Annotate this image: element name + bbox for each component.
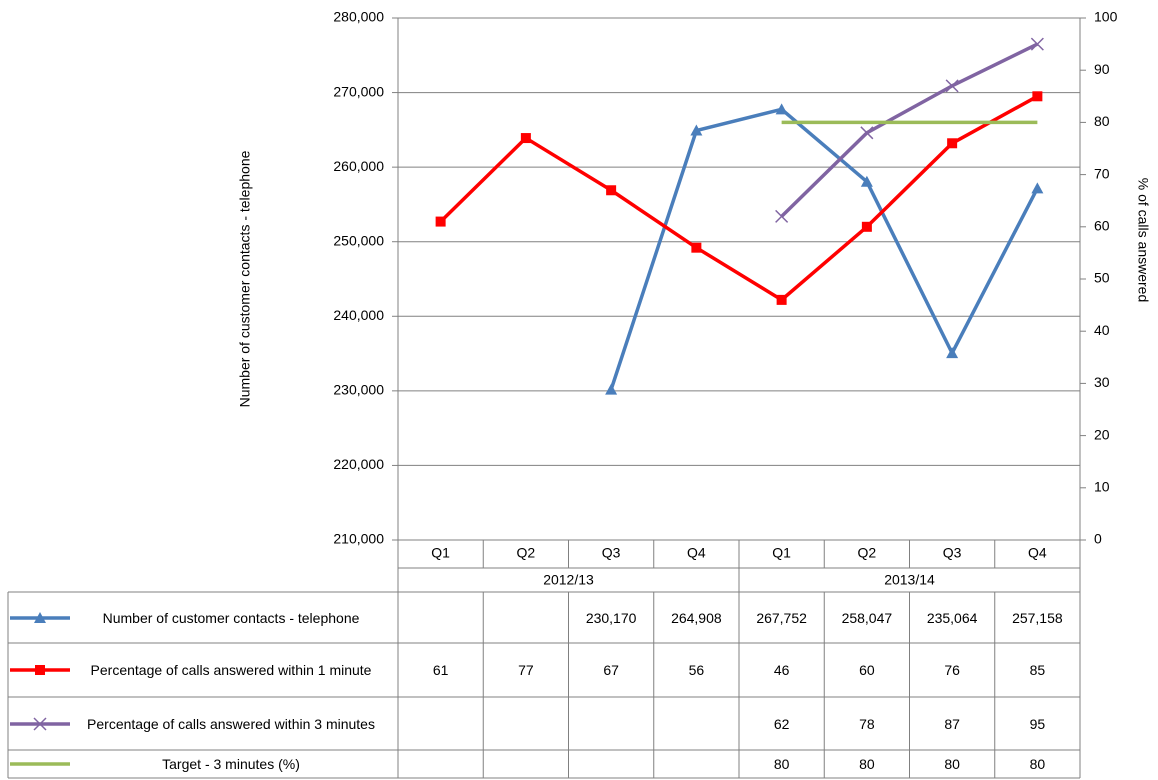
y-tick-label: 260,000 <box>333 158 384 174</box>
marker <box>605 383 618 395</box>
marker <box>775 103 788 115</box>
table-value: 56 <box>688 662 705 678</box>
marker <box>861 221 872 232</box>
marker <box>860 175 873 187</box>
table-value: 87 <box>944 715 960 732</box>
table-value: 235,064 <box>926 609 978 626</box>
table-value: 257,158 <box>1012 609 1063 626</box>
marker <box>775 209 789 223</box>
table-value: 76 <box>944 662 960 678</box>
x-tick-label: Q2 <box>517 545 536 561</box>
marker <box>947 138 958 149</box>
table-value: 230,170 <box>585 609 637 626</box>
legend-entry: Percentage of calls answered within 1 mi… <box>10 643 392 697</box>
table-value: 80 <box>944 756 960 772</box>
x-tick-label: Q1 <box>772 545 791 561</box>
legend-key <box>10 716 70 731</box>
x-tick-label: Q4 <box>1028 545 1047 561</box>
table-value: 61 <box>432 662 449 678</box>
x-tick-label: Q3 <box>943 545 962 561</box>
marker <box>945 79 959 93</box>
legend-key <box>10 665 70 675</box>
legend-label: Percentage of calls answered within 3 mi… <box>87 715 375 732</box>
y-tick-label: 220,000 <box>333 456 384 472</box>
y-tick-label: 280,000 <box>333 9 384 25</box>
legend-key <box>10 762 70 766</box>
table-value: 60 <box>859 662 875 678</box>
table-value: 95 <box>1029 715 1046 732</box>
table-value: 80 <box>1029 756 1046 772</box>
marker <box>606 185 617 196</box>
legend-label: Target - 3 minutes (%) <box>162 756 300 772</box>
table-value: 258,047 <box>841 609 893 626</box>
table-value: 77 <box>518 662 534 678</box>
marker <box>690 124 703 136</box>
y-tick-label: 250,000 <box>333 232 384 248</box>
y-tick-label: 230,000 <box>333 382 384 398</box>
series-line <box>609 107 1039 391</box>
marker <box>1032 91 1043 102</box>
x-tick-label: Q2 <box>858 545 877 561</box>
marker <box>35 665 45 675</box>
x-tick-label: Q4 <box>687 545 706 561</box>
y-tick-label: 210,000 <box>333 531 384 547</box>
y2-tick-label: 70 <box>1094 165 1110 181</box>
legend-label: Number of customer contacts - telephone <box>102 609 360 626</box>
y2-tick-label: 90 <box>1094 61 1110 77</box>
y2-tick-label: 30 <box>1094 374 1110 390</box>
marker <box>33 716 47 731</box>
table-value: 67 <box>603 662 619 678</box>
y-axis-title: Number of customer contacts - telephone <box>237 150 253 407</box>
group-label: 2013/14 <box>884 572 935 588</box>
marker <box>776 294 787 305</box>
table-value: 62 <box>773 715 790 732</box>
y2-tick-label: 40 <box>1094 322 1110 338</box>
marker <box>1030 37 1044 51</box>
y-tick-label: 270,000 <box>333 83 384 99</box>
y-tick-label: 240,000 <box>333 307 384 323</box>
y2-tick-label: 50 <box>1094 270 1110 286</box>
legend-key <box>10 611 70 623</box>
y2-axis-title: % of calls answered <box>1135 178 1151 303</box>
marker <box>691 242 702 253</box>
y2-tick-label: 60 <box>1094 218 1110 234</box>
marker <box>946 347 959 359</box>
series-line <box>780 42 1039 218</box>
legend-entry: Percentage of calls answered within 3 mi… <box>10 697 392 750</box>
y2-tick-label: 80 <box>1094 113 1110 129</box>
marker <box>520 133 531 144</box>
y2-tick-label: 10 <box>1094 479 1110 495</box>
marker <box>860 126 874 140</box>
y2-tick-label: 100 <box>1094 9 1118 25</box>
x-tick-label: Q3 <box>602 545 621 561</box>
table-value: 85 <box>1029 662 1046 678</box>
table-value: 78 <box>859 715 875 732</box>
y2-tick-label: 20 <box>1094 426 1110 442</box>
marker <box>34 611 46 623</box>
table-value: 80 <box>859 756 875 772</box>
table-value: 267,752 <box>756 609 807 626</box>
y2-tick-label: 0 <box>1094 531 1102 547</box>
legend-entry: Number of customer contacts - telephone <box>10 592 392 643</box>
marker <box>1031 182 1044 194</box>
table-value: 264,908 <box>671 609 722 626</box>
series-line <box>439 94 1039 302</box>
legend-label: Percentage of calls answered within 1 mi… <box>90 662 372 678</box>
group-label: 2012/13 <box>543 572 594 588</box>
table-value: 80 <box>773 756 790 772</box>
x-tick-label: Q1 <box>431 545 450 561</box>
legend-entry: Target - 3 minutes (%) <box>10 750 392 778</box>
table-value: 46 <box>773 662 790 678</box>
marker <box>435 216 446 227</box>
